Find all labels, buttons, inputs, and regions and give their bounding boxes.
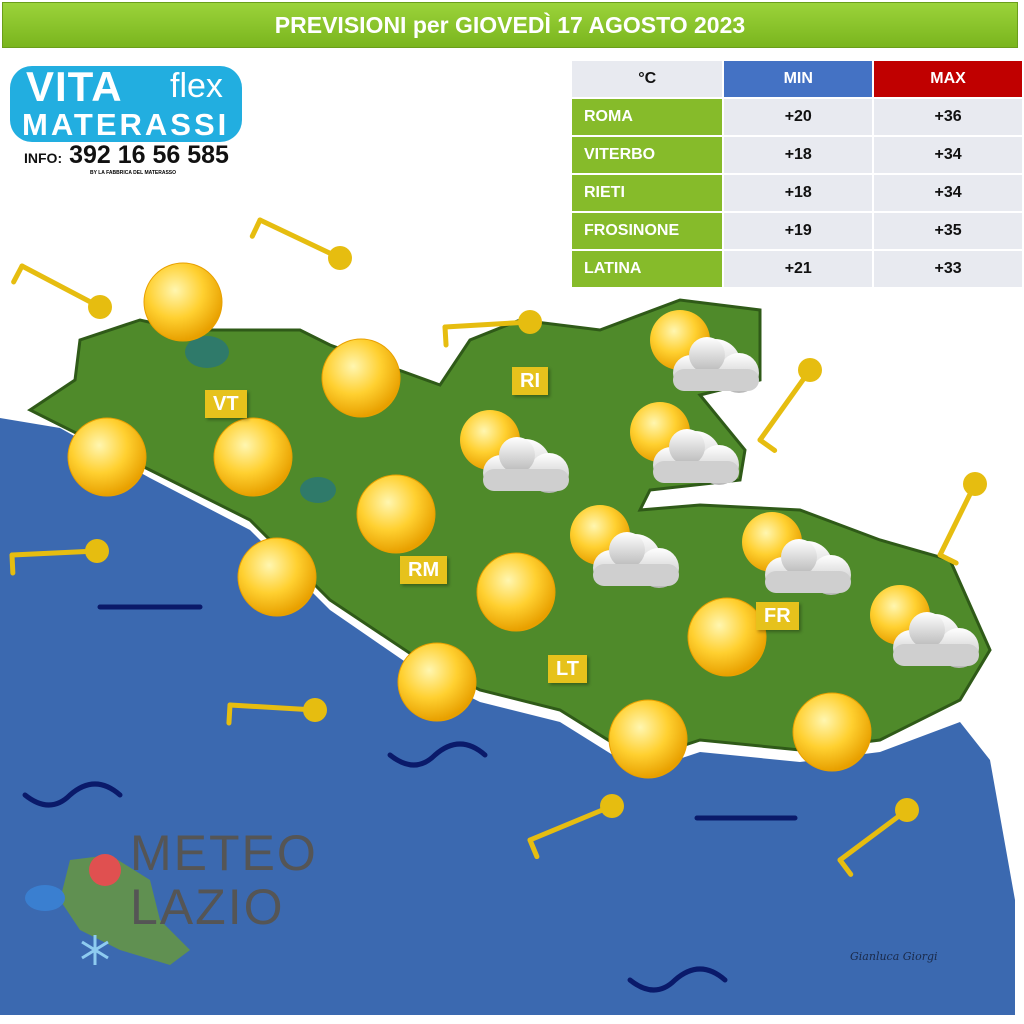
table-row: ROMA +20 +36: [569, 97, 1024, 137]
sun-behind-cloud-icon: [742, 512, 851, 595]
table-row: LATINA +21 +33: [569, 249, 1024, 289]
sun-icon: [792, 692, 872, 772]
signature: Gianluca Giorgi: [850, 950, 938, 963]
cell-min: +18: [722, 173, 875, 213]
watermark-line2: LAZIO: [130, 879, 285, 935]
cell-max: +33: [872, 249, 1024, 289]
sun-behind-cloud-icon: [460, 410, 569, 493]
slight-sea-wave-icon: [387, 741, 488, 768]
wind-barb-icon: [757, 358, 822, 453]
sun-icon: [397, 642, 477, 722]
info-phone: INFO: 392 16 56 585: [24, 142, 229, 171]
label-roma: RM: [400, 556, 448, 584]
meteo-lazio-watermark: METEO LAZIO: [130, 826, 318, 934]
wind-barb-icon: [937, 472, 987, 566]
vitaflex-logo: VITA flex MATERASSI: [10, 66, 242, 142]
cell-min: +19: [722, 211, 875, 251]
cell-min: +18: [722, 135, 875, 175]
lake-bolsena: [185, 336, 229, 368]
watermark-line1: METEO: [130, 825, 318, 881]
wind-barb-icon: [837, 798, 919, 877]
wind-barb-icon: [442, 310, 542, 348]
sun-behind-cloud-icon: [570, 505, 679, 588]
wind-barb-icon: [11, 263, 112, 319]
table-row: FROSINONE +19 +35: [569, 211, 1024, 251]
wind-barb-icon: [249, 217, 352, 270]
sun-icon: [237, 537, 317, 617]
slight-sea-wave-icon: [22, 781, 123, 808]
table-row: VITERBO +18 +34: [569, 135, 1024, 175]
max-header: MAX: [872, 59, 1024, 99]
forecast-title: PREVISIONI per GIOVEDÌ 17 AGOSTO 2023: [2, 2, 1018, 48]
slight-sea-wave-icon: [627, 966, 728, 993]
cell-city: VITERBO: [569, 135, 725, 175]
snowflake-icon: [81, 935, 109, 965]
cell-city: LATINA: [569, 249, 725, 289]
label-rieti: RI: [512, 367, 548, 395]
label-latina: LT: [548, 655, 587, 683]
wind-barb-icon: [226, 698, 327, 726]
temperature-table: °C MIN MAX ROMA +20 +36 VITERBO +18 +34 RIETI +18…: [569, 59, 1024, 289]
lake-bracciano: [300, 477, 336, 503]
unit-header: °C: [569, 59, 725, 99]
label-viterbo: VT: [205, 390, 247, 418]
cell-city: FROSINONE: [569, 211, 725, 251]
sun-icon: [321, 338, 401, 418]
logo-vita: VITA: [26, 63, 123, 110]
wind-barb-icon: [527, 794, 624, 860]
meteo-lazio-logo: [25, 854, 190, 965]
logo-materassi: MATERASSI: [22, 107, 230, 142]
sun-icon: [356, 474, 436, 554]
sun-icon: [67, 417, 147, 497]
sun-behind-cloud-icon: [650, 310, 759, 393]
logo-tagline: BY LA FABBRICA DEL MATERASSO: [90, 170, 177, 176]
phone-number: 392 16 56 585: [69, 141, 229, 169]
sun-icon: [213, 417, 293, 497]
sun-icon: [687, 597, 767, 677]
label-frosinone: FR: [756, 602, 799, 630]
sun-icon: [143, 262, 223, 342]
cell-min: +20: [722, 97, 875, 137]
sun-icon: [608, 699, 688, 779]
cell-max: +34: [872, 135, 1024, 175]
cell-city: ROMA: [569, 97, 725, 137]
cell-city: RIETI: [569, 173, 725, 213]
cell-max: +35: [872, 211, 1024, 251]
table-row: RIETI +18 +34: [569, 173, 1024, 213]
logo-flex: flex: [170, 67, 223, 105]
info-label: INFO:: [24, 150, 63, 166]
cell-max: +36: [872, 97, 1024, 137]
sun-behind-cloud-icon: [630, 402, 739, 485]
sun-icon: [476, 552, 556, 632]
sun-behind-cloud-icon: [870, 585, 979, 668]
cell-min: +21: [722, 249, 875, 289]
cell-max: +34: [872, 173, 1024, 213]
wind-barb-icon: [9, 539, 109, 576]
min-header: MIN: [722, 59, 875, 99]
